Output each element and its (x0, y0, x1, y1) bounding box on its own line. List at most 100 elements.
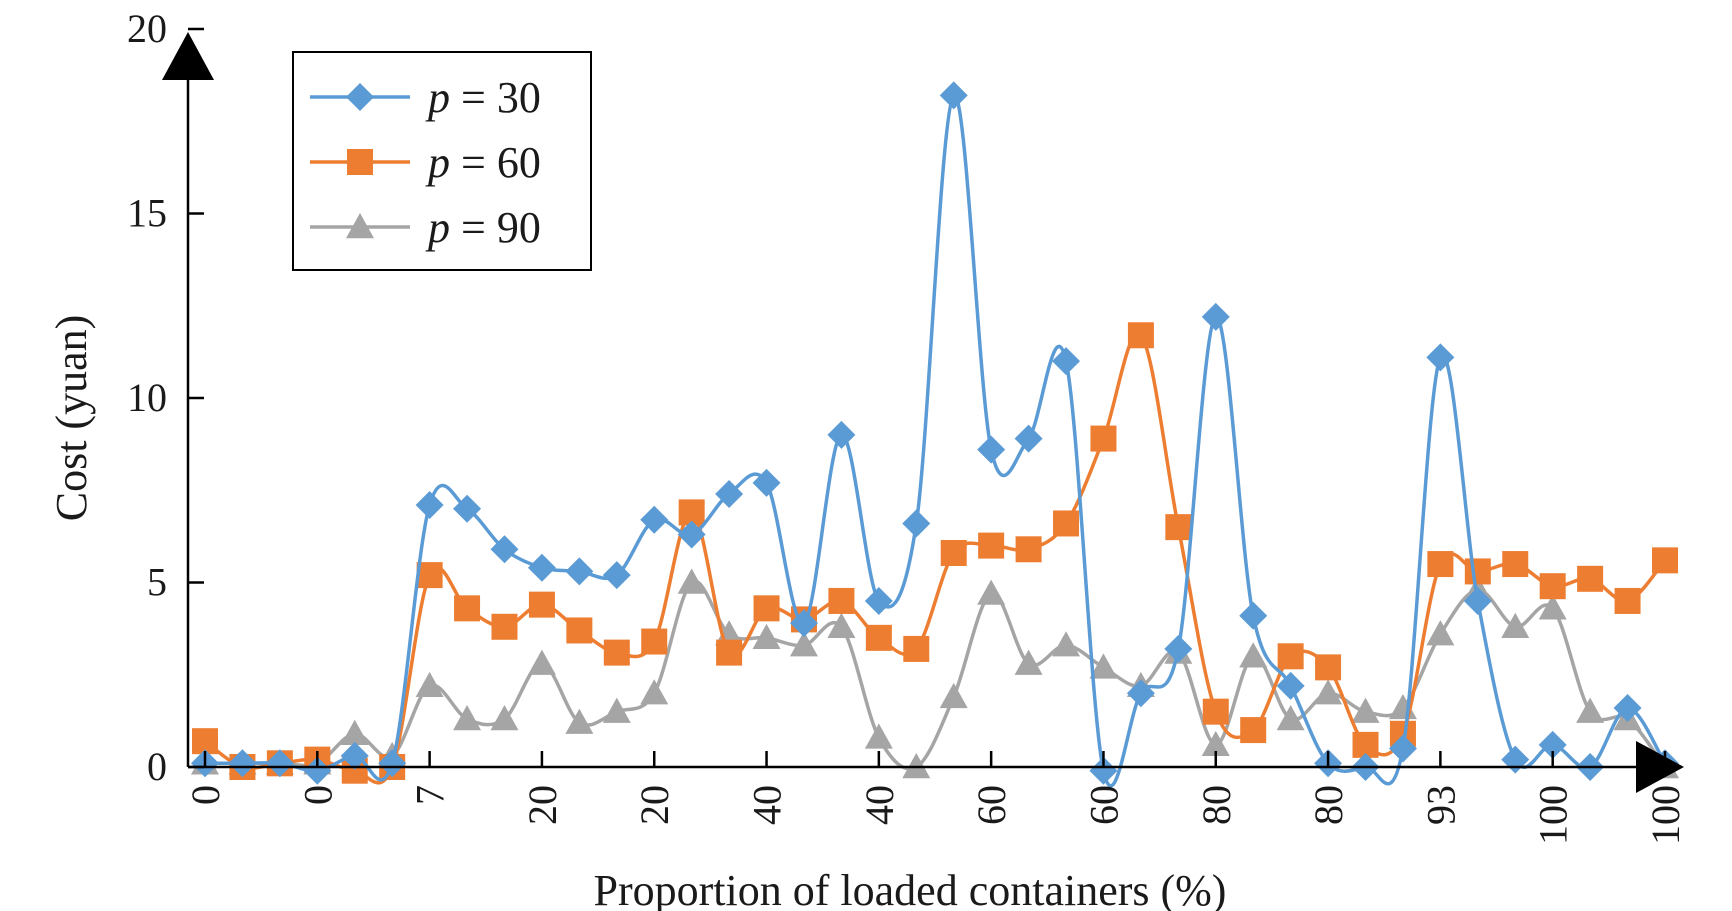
series-line-p90 (205, 579, 1667, 771)
data-point-p30 (1276, 671, 1305, 700)
x-ticks: 0 0 7 20 20 40 40 60 60 80 80 93 100 100 (183, 751, 1688, 845)
legend-label-variable: p (425, 73, 450, 122)
data-point-p30 (303, 756, 332, 785)
y-axis-arrow-icon (162, 32, 214, 80)
data-point-p30 (1164, 634, 1193, 663)
data-point-p90 (1276, 705, 1305, 731)
data-point-p60 (1539, 573, 1566, 600)
data-point-p60 (1277, 643, 1304, 670)
data-point-p60 (454, 595, 481, 622)
y-tick-label: 10 (127, 375, 167, 420)
data-point-p90 (677, 568, 706, 594)
x-axis-title: Proportion of loaded containers (%) (594, 866, 1227, 911)
x-tick-label: 80 (1306, 785, 1351, 825)
data-point-p30 (715, 479, 744, 508)
data-point-p30 (1201, 302, 1230, 331)
y-tick-label: 15 (127, 191, 167, 236)
legend-label-value: 90 (497, 203, 541, 252)
x-tick-label: 7 (408, 785, 453, 805)
data-point-p60 (1502, 551, 1529, 578)
data-point-p60 (1090, 425, 1117, 452)
data-point-p30 (827, 420, 856, 449)
legend-label-p30: p = 30 (425, 73, 541, 122)
data-point-p30 (378, 749, 407, 778)
data-point-p30 (752, 468, 781, 497)
data-point-p60 (603, 639, 630, 666)
legend-label-equals: = (450, 138, 497, 187)
data-point-p30 (602, 561, 631, 590)
x-tick-label: 60 (1081, 785, 1126, 825)
data-point-p30 (228, 749, 257, 778)
data-point-p90 (939, 682, 968, 709)
x-tick-label: 100 (1531, 785, 1576, 845)
data-point-p30 (1501, 745, 1530, 774)
data-point-p30 (1426, 343, 1455, 372)
data-point-p30 (1014, 424, 1043, 453)
data-point-p60 (978, 532, 1005, 559)
data-point-p30 (789, 609, 818, 638)
data-point-p30 (453, 494, 482, 523)
data-point-p60 (1652, 547, 1678, 574)
data-point-p90 (640, 679, 669, 705)
data-point-p60 (491, 613, 518, 640)
series-p90 (191, 568, 1679, 779)
data-point-p90 (565, 708, 594, 734)
legend-label-value: 60 (497, 138, 541, 187)
data-point-p60 (1053, 510, 1080, 537)
data-point-p90 (340, 719, 369, 745)
data-point-p60 (753, 595, 780, 622)
data-point-p60 (716, 639, 743, 666)
legend-marker-p90 (346, 213, 374, 239)
data-point-p90 (902, 753, 931, 779)
series-layer (191, 81, 1679, 788)
data-point-p30 (1126, 679, 1155, 708)
data-point-p90 (864, 723, 893, 749)
x-tick-label: 0 (183, 785, 228, 805)
data-point-p90 (1426, 620, 1455, 646)
data-point-p90 (1314, 679, 1343, 705)
x-tick-label: 93 (1418, 785, 1463, 825)
data-point-p60 (1577, 565, 1604, 592)
data-point-p30 (415, 491, 444, 520)
legend-label-variable: p (425, 203, 450, 252)
data-point-p60 (1427, 551, 1454, 578)
data-point-p60 (1127, 322, 1154, 349)
legend-marker-p30 (346, 83, 374, 111)
x-tick-label: 20 (632, 785, 677, 825)
data-point-p90 (1538, 594, 1567, 620)
data-point-p30 (1613, 693, 1642, 722)
data-point-p90 (1239, 642, 1268, 668)
data-point-p60 (1315, 654, 1342, 681)
data-point-p60 (566, 617, 593, 644)
legend: p = 30p = 60p = 90 (292, 51, 592, 271)
data-point-p90 (415, 671, 444, 698)
y-tick-label: 0 (147, 744, 167, 789)
data-point-p30 (939, 81, 968, 110)
data-point-p30 (864, 586, 893, 615)
legend-label-p60: p = 60 (425, 138, 541, 187)
data-point-p90 (1052, 631, 1081, 657)
data-point-p60 (1464, 558, 1491, 585)
data-point-p30 (677, 520, 706, 549)
data-point-p60 (1614, 587, 1641, 614)
y-ticks: 0 5 10 15 20 (127, 6, 204, 789)
data-point-p60 (1240, 717, 1267, 744)
data-point-p30 (490, 535, 519, 564)
legend-label-value: 30 (497, 73, 541, 122)
legend-label-p90: p = 90 (425, 203, 541, 252)
data-point-p90 (1089, 653, 1118, 679)
data-point-p90 (602, 697, 631, 723)
data-point-p90 (453, 705, 482, 731)
data-point-p90 (490, 705, 519, 731)
data-point-p30 (527, 553, 556, 582)
legend-label-equals: = (450, 73, 497, 122)
y-tick-label: 5 (147, 560, 167, 605)
data-point-p30 (977, 435, 1006, 464)
data-point-p30 (265, 749, 294, 778)
legend-label-equals: = (450, 203, 497, 252)
data-point-p60 (865, 624, 892, 651)
data-point-p30 (640, 505, 669, 534)
data-point-p30 (1463, 586, 1492, 615)
data-point-p60 (1015, 536, 1042, 563)
